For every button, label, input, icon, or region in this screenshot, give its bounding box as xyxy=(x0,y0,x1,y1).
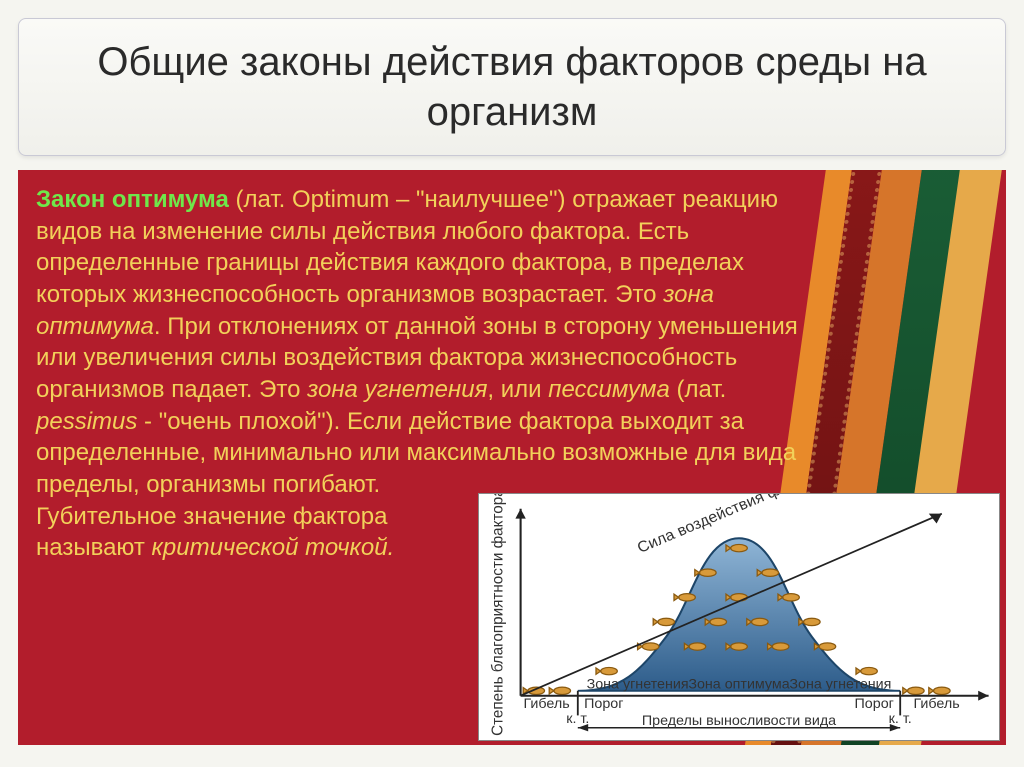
content-panel: Закон оптимума (лат. Optimum – "наилучше… xyxy=(18,170,1006,745)
zone-mid-label: Зона оптимума xyxy=(688,676,790,692)
p1d: (лат. xyxy=(670,376,726,403)
fish-icon xyxy=(856,667,877,674)
dot: . xyxy=(388,534,395,561)
x-arrow-icon xyxy=(978,691,988,701)
chart-svg: Сила воздействия фактора Степень благопр… xyxy=(479,494,999,740)
critical-point: критической точкой xyxy=(152,534,388,561)
fish-icon xyxy=(929,687,950,694)
fish-icon xyxy=(549,687,570,694)
slide: Общие законы действия факторов среды на … xyxy=(0,0,1024,767)
p1c: , или xyxy=(487,376,548,403)
zone-right-label: Зона угнетения xyxy=(789,676,891,692)
law-name: Закон оптимума xyxy=(36,186,229,213)
fish-icon xyxy=(674,594,695,601)
kt-right-label: к. т. xyxy=(889,710,912,726)
p1e: - "очень плохой"). Если действие фактора… xyxy=(36,408,796,467)
y-arrow-icon xyxy=(515,509,525,519)
zone-depression: зона угнетения xyxy=(307,376,487,403)
death-left-label: Гибель xyxy=(524,695,570,711)
tolerance-curve-chart: Сила воздействия фактора Степень благопр… xyxy=(478,493,1000,741)
thresh-left-label: Порог xyxy=(584,695,623,711)
title-box: Общие законы действия факторов среды на … xyxy=(18,18,1006,156)
law-latin: (лат. Optimum – "наилучшее") xyxy=(236,186,573,213)
pessimus-lat: pessimus xyxy=(36,408,137,435)
y-label: Степень благоприятности фактора xyxy=(489,494,506,736)
fish-icon xyxy=(903,687,924,694)
slide-title: Общие законы действия факторов среды на … xyxy=(49,37,975,137)
pessimum: пессимума xyxy=(548,376,670,403)
narrow-block: пределы, организмы погибают. Губительное… xyxy=(36,469,476,564)
fish-icon xyxy=(653,618,674,625)
fish-icon xyxy=(596,667,617,674)
death-right-label: Гибель xyxy=(914,695,960,711)
zone-left-label: Зона угнетения xyxy=(587,676,689,692)
thresh-right-label: Порог xyxy=(855,695,894,711)
bell-curve xyxy=(578,538,900,691)
limits-label: Пределы выносливости вида xyxy=(642,713,837,729)
kt-left-label: к. т. xyxy=(566,710,589,726)
